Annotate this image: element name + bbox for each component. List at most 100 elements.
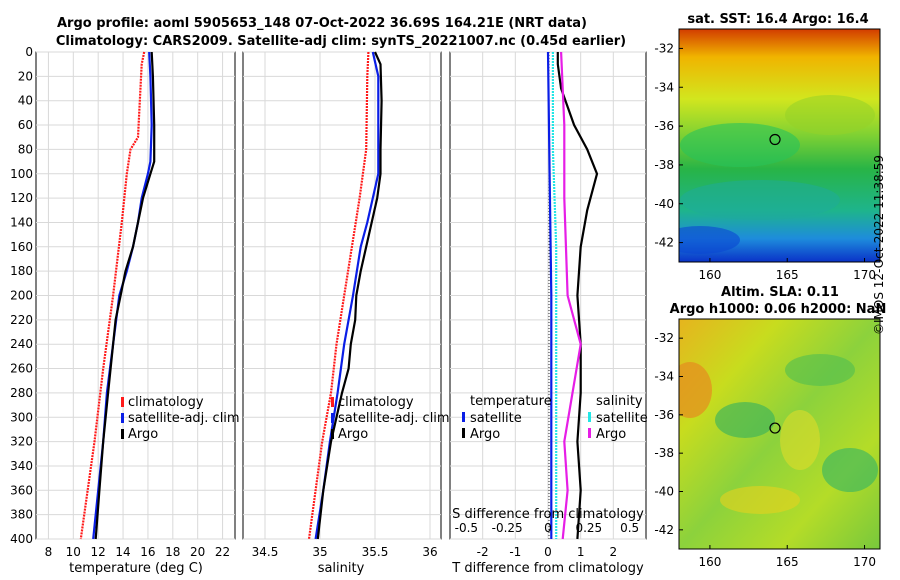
salinity-xlabel: salinity: [318, 561, 365, 576]
legend-climatology: climatology: [128, 395, 204, 410]
map-lon-tick-label: 170: [853, 268, 876, 282]
map-lat-tick-label: -32: [654, 331, 674, 345]
legend-t-satellite: satellite: [470, 411, 522, 426]
depth-tick-label: 300: [10, 410, 33, 424]
map-lon-tick-label: 170: [853, 555, 876, 569]
s-diff-tick-label: 0.25: [575, 521, 602, 535]
sla-map-frame: [678, 318, 881, 550]
depth-tick-label: 40: [18, 94, 33, 108]
sst-map: 160 165 170 -32 -34 -36 -38 -40 -42: [654, 28, 881, 282]
sla-map-title-2: Argo h1000: 0.06 h2000: NaN: [670, 302, 887, 317]
t-difference-xlabel: T difference from climatology: [451, 561, 644, 576]
x-tick-label: 20: [190, 545, 205, 559]
map-lat-tick-label: -36: [654, 408, 674, 422]
sla-argo-location-marker: [769, 422, 781, 434]
difference-panel: -2 -1 0 1 2 -0.5 -0.25 0 0.25 0.5 S difference f…: [449, 51, 648, 576]
s-diff-tick-label: 0.5: [620, 521, 639, 535]
difference-legend-left: temperature satellite Argo: [462, 394, 552, 442]
sst-map-blobs: [679, 95, 875, 254]
x-tick-label: 16: [140, 545, 155, 559]
series-line-climatology: [79, 51, 146, 540]
x-tick-label: 18: [165, 545, 180, 559]
sst-map-frame: [678, 28, 881, 263]
map-lon-tick-label: 160: [698, 555, 721, 569]
depth-tick-label: 140: [10, 215, 33, 229]
x-tick-label: -2: [477, 545, 489, 559]
depth-tick-label: 380: [10, 508, 33, 522]
legend-s-argo: Argo: [596, 427, 626, 442]
x-tick-label: 35.5: [362, 545, 389, 559]
sst-map-title: sat. SST: 16.4 Argo: 16.4: [687, 12, 868, 27]
depth-tick-label: 180: [10, 264, 33, 278]
depth-tick-label: 220: [10, 313, 33, 327]
series-line-argo: [94, 51, 156, 540]
map-lon-tick-label: 165: [776, 268, 799, 282]
x-tick-label: 0: [544, 545, 552, 559]
map-lat-tick-label: -40: [654, 197, 674, 211]
legend-argo: Argo: [128, 427, 158, 442]
depth-tick-label: 260: [10, 362, 33, 376]
x-tick-label: -1: [509, 545, 521, 559]
legend-argo: Argo: [338, 427, 368, 442]
s-diff-tick-label: -0.25: [492, 521, 523, 535]
title-line-1: Argo profile: aoml 5905653_148 07-Oct-20…: [57, 16, 587, 31]
map-lat-tick-label: -36: [654, 119, 674, 133]
x-tick-label: 34.5: [252, 545, 279, 559]
legend-temperature: temperature: [470, 394, 552, 409]
salinity-panel: 34.5 35 35.5 36 salinity climatology satell…: [242, 51, 450, 576]
legend-t-argo: Argo: [470, 427, 500, 442]
legend-climatology: climatology: [338, 395, 414, 410]
series-line-climatology: [307, 51, 370, 540]
s-diff-tick-label: -0.5: [455, 521, 478, 535]
series-line-argo: [316, 51, 383, 540]
x-tick-label: 14: [115, 545, 130, 559]
map-lat-tick-label: -42: [654, 523, 674, 537]
map-lat-tick-label: -42: [654, 236, 674, 250]
legend-swatch-satellite: [121, 413, 124, 423]
x-tick-label: 1: [577, 545, 585, 559]
legend-swatch-s-argo: [588, 428, 591, 438]
s-difference-label: S difference from climatology: [452, 507, 644, 522]
map-lat-tick-label: -40: [654, 485, 674, 499]
temperature-legend: climatology satellite-adj. clim Argo: [121, 395, 240, 442]
x-tick-label: 36: [422, 545, 437, 559]
depth-tick-label: 160: [10, 240, 33, 254]
difference-legend-right: salinity satellite Argo: [588, 394, 648, 442]
map-lon-tick-label: 160: [698, 268, 721, 282]
title-line-2: Climatology: CARS2009. Satellite-adj cli…: [56, 34, 626, 49]
sla-map-field: [679, 319, 880, 549]
sst-argo-location-marker: [769, 133, 781, 146]
legend-s-satellite: satellite: [596, 411, 648, 426]
temperature-panel: 0 20 40 60 80 100 120 140 160 180 200 220 240 260 280 3…: [10, 45, 240, 576]
depth-tick-label: 60: [18, 118, 33, 132]
series-line-salinity-argo: [560, 51, 582, 540]
legend-swatch-t-argo: [462, 428, 465, 438]
depth-tick-label: 0: [25, 45, 33, 59]
series-line-temperature-satellite: [546, 51, 553, 539]
legend-swatch-satellite: [331, 413, 334, 423]
x-tick-label: 10: [66, 545, 81, 559]
map-lat-tick-label: -34: [654, 370, 674, 384]
depth-tick-label: 320: [10, 435, 33, 449]
legend-satellite: satellite-adj. clim: [128, 411, 240, 426]
depth-tick-label: 80: [18, 142, 33, 156]
depth-tick-label: 400: [10, 532, 33, 546]
salinity-legend: climatology satellite-adj. clim Argo: [331, 395, 450, 442]
map-lat-tick-label: -38: [654, 158, 674, 172]
x-tick-label: 12: [91, 545, 106, 559]
map-lon-tick-label: 165: [776, 555, 799, 569]
x-tick-label: 2: [610, 545, 618, 559]
depth-tick-label: 20: [18, 69, 33, 83]
map-lat-tick-label: -34: [654, 80, 674, 94]
imos-credit: ©IMOS 12-Oct-2022 11:38:59: [872, 154, 886, 335]
depth-tick-label: 200: [10, 289, 33, 303]
legend-swatch-s-satellite: [588, 412, 591, 422]
series-line-salinity-satellite: [551, 52, 558, 539]
x-tick-label: 22: [215, 545, 230, 559]
s-diff-tick-label: 0: [544, 521, 552, 535]
legend-swatch-t-satellite: [462, 412, 465, 422]
legend-swatch-argo: [331, 429, 334, 439]
depth-tick-label: 100: [10, 167, 33, 181]
legend-swatch-climatology: [121, 397, 124, 407]
